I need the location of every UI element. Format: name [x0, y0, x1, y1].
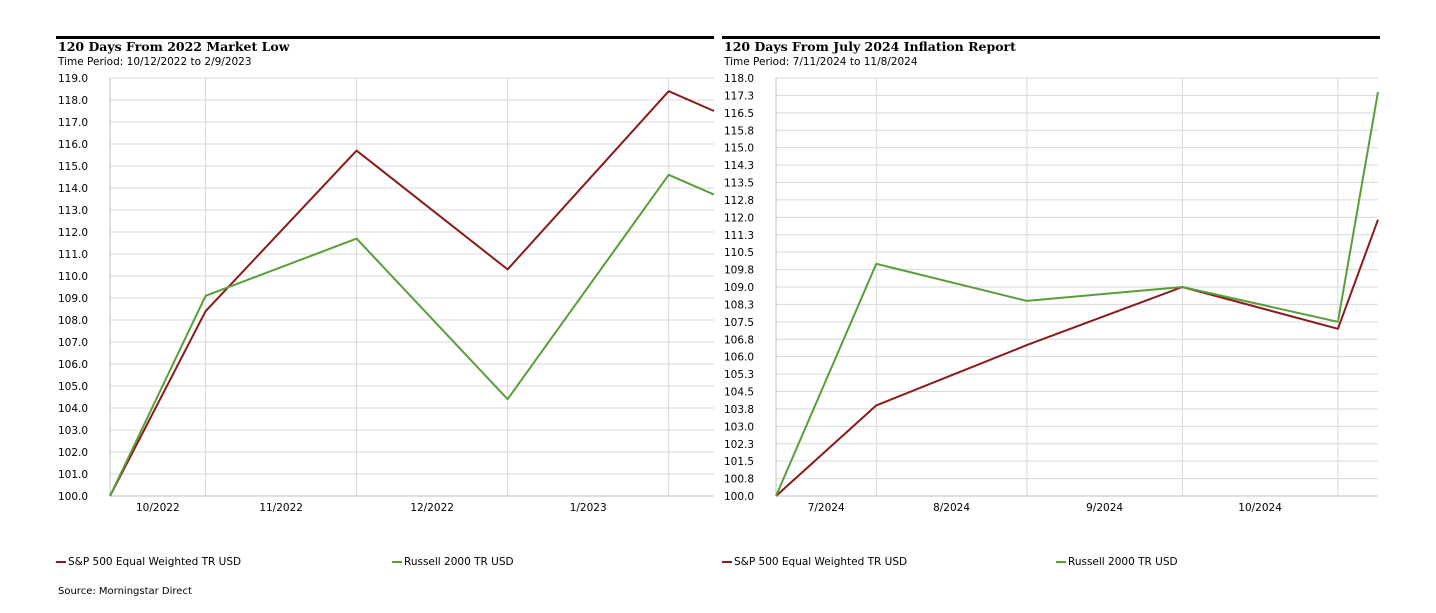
right-x-tick-label: 10/2024 [1238, 502, 1282, 514]
left-chart-subtitle: Time Period: 10/12/2022 to 2/9/2023 [58, 56, 252, 68]
left-y-tick-label: 100.0 [58, 491, 88, 503]
left-legend-label-russell: Russell 2000 TR USD [404, 556, 514, 568]
left-y-tick-label: 114.0 [58, 183, 88, 195]
left-y-tick-label: 111.0 [58, 249, 88, 261]
left-chart-top-rule [56, 36, 714, 39]
left-series-line-russell [109, 173, 715, 497]
right-y-tick-label: 102.3 [724, 439, 754, 451]
right-chart-title: 120 Days From July 2024 Inflation Report [724, 39, 1016, 54]
right-y-tick-label: 115.8 [724, 125, 754, 137]
right-legend-swatch-sp500 [722, 561, 732, 563]
left-y-tick-label: 105.0 [58, 381, 88, 393]
right-y-tick-label: 108.3 [724, 299, 754, 311]
left-series-line-sp500 [109, 90, 715, 497]
right-line-chart: 118.0 117.3 116.5 115.8 115.0 114.3 113.5 112.8… [724, 73, 1379, 514]
right-y-tick-label: 109.8 [724, 265, 754, 277]
right-x-tick-label: 7/2024 [808, 502, 845, 514]
right-y-tick-label: 114.3 [724, 160, 754, 172]
left-legend-swatch-sp500 [56, 561, 66, 563]
left-y-tick-label: 110.0 [58, 271, 88, 283]
right-y-tick-label: 106.8 [724, 334, 754, 346]
right-y-tick-label: 109.0 [724, 282, 754, 294]
right-y-tick-label: 112.0 [724, 212, 754, 224]
source-note: Source: Morningstar Direct [58, 586, 192, 597]
right-y-tick-label: 106.0 [724, 352, 754, 364]
left-y-tick-label: 106.0 [58, 359, 88, 371]
left-y-tick-label: 116.0 [58, 139, 88, 151]
left-legend-label-sp500: S&P 500 Equal Weighted TR USD [68, 556, 242, 568]
left-y-tick-label: 119.0 [58, 73, 88, 85]
left-line-chart: 119.0 118.0 117.0 116.0 115.0 114.0 113.0 112.0… [58, 73, 715, 514]
right-y-tick-label: 104.5 [724, 387, 754, 399]
right-y-tick-label: 113.5 [724, 178, 754, 190]
left-legend-swatch-russell [392, 561, 402, 563]
left-y-tick-label: 101.0 [58, 469, 88, 481]
right-y-tick-label: 110.5 [724, 247, 754, 259]
left-y-tick-label: 118.0 [58, 95, 88, 107]
right-y-tick-label: 112.8 [724, 195, 754, 207]
left-x-tick-label: 12/2022 [410, 502, 454, 514]
left-y-tick-label: 107.0 [58, 337, 88, 349]
right-chart-subtitle: Time Period: 7/11/2024 to 11/8/2024 [724, 56, 918, 68]
left-y-tick-label: 117.0 [58, 117, 88, 129]
left-y-tick-label: 108.0 [58, 315, 88, 327]
right-y-tick-label: 103.0 [724, 421, 754, 433]
right-y-tick-label: 103.8 [724, 404, 754, 416]
left-chart-panel: 120 Days From 2022 Market Low Time Perio… [56, 36, 715, 516]
right-y-tick-label: 101.5 [724, 456, 754, 468]
left-x-tick-label: 11/2022 [259, 502, 303, 514]
left-y-tick-label: 104.0 [58, 403, 88, 415]
left-chart-title: 120 Days From 2022 Market Low [58, 39, 290, 54]
left-y-tick-label: 112.0 [58, 227, 88, 239]
right-y-tick-label: 115.0 [724, 143, 754, 155]
right-y-tick-label: 105.3 [724, 369, 754, 381]
right-legend-item-russell: Russell 2000 TR USD [1056, 556, 1178, 568]
left-legend-item-russell: Russell 2000 TR USD [392, 556, 514, 568]
left-x-tick-label: 10/2022 [136, 502, 180, 514]
right-chart-top-rule [722, 36, 1380, 39]
right-x-tick-label: 9/2024 [1086, 502, 1123, 514]
left-y-tick-label: 113.0 [58, 205, 88, 217]
right-y-tick-label: 100.0 [724, 491, 754, 503]
left-y-tick-label: 103.0 [58, 425, 88, 437]
right-y-tick-label: 117.3 [724, 90, 754, 102]
left-y-tick-label: 115.0 [58, 161, 88, 173]
right-chart-panel: 120 Days From July 2024 Inflation Report… [722, 36, 1380, 516]
right-y-tick-label: 116.5 [724, 108, 754, 120]
right-series-line-russell [775, 91, 1379, 497]
left-y-tick-label: 109.0 [58, 293, 88, 305]
right-y-tick-label: 100.8 [724, 474, 754, 486]
left-legend-item-sp500: S&P 500 Equal Weighted TR USD [56, 556, 241, 568]
left-x-tick-label: 1/2023 [570, 502, 607, 514]
right-legend-label-sp500: S&P 500 Equal Weighted TR USD [734, 556, 908, 568]
right-legend-label-russell: Russell 2000 TR USD [1068, 556, 1178, 568]
right-y-tick-label: 107.5 [724, 317, 754, 329]
right-x-tick-label: 8/2024 [933, 502, 970, 514]
right-legend-item-sp500: S&P 500 Equal Weighted TR USD [722, 556, 907, 568]
left-y-tick-label: 102.0 [58, 447, 88, 459]
right-legend-swatch-russell [1056, 561, 1066, 563]
right-y-tick-label: 118.0 [724, 73, 754, 85]
right-y-tick-label: 111.3 [724, 230, 754, 242]
right-series-line-sp500 [775, 219, 1379, 497]
